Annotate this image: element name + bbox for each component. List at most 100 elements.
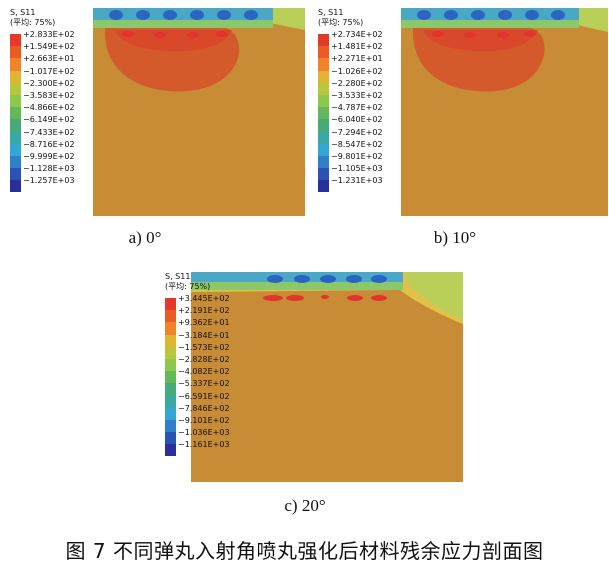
legend-value: −1.105E+03 xyxy=(331,164,383,174)
legend-swatch xyxy=(318,94,329,108)
legend-value: −4.082E+02 xyxy=(178,367,230,377)
legend-row: +2.734E+02 xyxy=(318,30,418,47)
legend-value: −9.801E+02 xyxy=(331,151,383,161)
legend-swatch xyxy=(165,371,176,384)
legend-value: −9.999E+02 xyxy=(23,151,75,161)
legend-value: −4.787E+02 xyxy=(331,103,383,113)
legend-swatch xyxy=(10,131,21,144)
legend-swatch xyxy=(318,46,329,59)
legend-row: −3.533E+02 xyxy=(318,91,418,108)
caption-c: c) 20° xyxy=(284,496,326,515)
legend-row: −1.026E+02 xyxy=(318,67,418,83)
legend-row: −7.433E+02 xyxy=(10,128,110,144)
legend-row: −8.547E+02 xyxy=(318,140,418,156)
panel-b: S, S11 (平均: 75%) +2.734E+02 +1.481E+02 +… xyxy=(318,8,608,216)
legend-swatch xyxy=(10,94,21,108)
legend-row: −1.161E+03 xyxy=(165,440,265,457)
legend-row: −3.583E+02 xyxy=(10,91,110,108)
legend-row: +3.445E+02 xyxy=(165,294,265,311)
legend-value: +2.833E+02 xyxy=(23,30,75,39)
legend-row: −1.017E+02 xyxy=(10,67,110,83)
panel-a: S, S11 (平均: 75%) +2.833E+02 +1.549E+02 +… xyxy=(10,8,305,216)
legend-swatch xyxy=(10,180,21,193)
legend-rows: +2.734E+02 +1.481E+02 +2.271E+01 −1.026E… xyxy=(318,30,418,193)
legend-row: −1.036E+03 xyxy=(165,428,265,445)
legend-row: −3.184E+01 xyxy=(165,331,265,347)
legend-value: −9.101E+02 xyxy=(178,415,230,425)
legend-value: −1.257E+03 xyxy=(23,176,75,186)
legend-value: −1.161E+03 xyxy=(178,440,230,450)
legend-value: −1.128E+03 xyxy=(23,164,75,174)
legend-swatch xyxy=(318,58,329,71)
legend-value: +2.271E+01 xyxy=(331,54,383,64)
legend-swatch xyxy=(10,82,21,95)
legend-value: −7.846E+02 xyxy=(178,403,230,413)
legend-row: +1.549E+02 xyxy=(10,42,110,59)
legend-swatch xyxy=(318,119,329,132)
legend-title: S, S11 xyxy=(165,272,191,281)
legend-value: −8.547E+02 xyxy=(331,139,383,149)
legend-row: −6.591E+02 xyxy=(165,392,265,408)
legend-row: −1.257E+03 xyxy=(10,176,110,193)
legend-row: −9.801E+02 xyxy=(318,152,418,169)
legend-value: −8.716E+02 xyxy=(23,139,75,149)
caption-a: a) 0° xyxy=(128,228,162,247)
legend-swatch xyxy=(318,131,329,144)
legend-value: +2.663E+01 xyxy=(23,54,75,64)
legend-value: −6.591E+02 xyxy=(178,391,230,401)
legend-swatch xyxy=(10,155,21,169)
legend-row: +1.481E+02 xyxy=(318,42,418,59)
legend-swatch xyxy=(165,322,176,335)
legend-swatch xyxy=(165,334,176,347)
legend-value: −4.866E+02 xyxy=(23,103,75,113)
legend-value: −1.026E+02 xyxy=(331,66,383,76)
legend-row: −4.082E+02 xyxy=(165,367,265,384)
legend-swatch xyxy=(165,395,176,408)
legend-row: −9.101E+02 xyxy=(165,416,265,433)
legend-value: +1.549E+02 xyxy=(23,42,75,52)
legend-row: −1.128E+03 xyxy=(10,164,110,181)
legend-swatch xyxy=(165,310,176,323)
stress-contour-a xyxy=(93,8,305,216)
legend-b: S, S11 (平均: 75%) +2.734E+02 +1.481E+02 +… xyxy=(318,8,418,193)
caption-b: b) 10° xyxy=(433,228,477,247)
legend-row: +2.833E+02 xyxy=(10,30,110,47)
legend-value: +9.362E+01 xyxy=(178,318,230,328)
legend-value: +2.191E+02 xyxy=(178,306,230,316)
legend-swatch xyxy=(165,407,176,420)
legend-swatch xyxy=(318,70,329,83)
panel-c: S, S11 (平均: 75%) +3.445E+02 +2.191E+02 +… xyxy=(165,272,465,482)
legend-a: S, S11 (平均: 75%) +2.833E+02 +1.549E+02 +… xyxy=(10,8,110,193)
legend-swatch xyxy=(10,70,21,83)
legend-row: −2.828E+02 xyxy=(165,355,265,372)
legend-value: −6.040E+02 xyxy=(331,115,383,125)
legend-subtitle: (平均: 75%) xyxy=(10,18,56,27)
stress-contour-c xyxy=(191,272,463,482)
legend-swatch xyxy=(318,107,329,120)
legend-value: −1.036E+03 xyxy=(178,428,230,438)
legend-value: −7.294E+02 xyxy=(331,127,383,137)
legend-row: −2.280E+02 xyxy=(318,79,418,95)
legend-row: −8.716E+02 xyxy=(10,140,110,156)
legend-title: S, S11 xyxy=(318,8,344,17)
legend-swatch xyxy=(10,143,21,156)
legend-swatch xyxy=(318,168,329,181)
legend-swatch xyxy=(10,58,21,71)
legend-row: −9.999E+02 xyxy=(10,152,110,169)
legend-swatch xyxy=(165,383,176,396)
legend-value: −6.149E+02 xyxy=(23,115,75,125)
legend-swatch xyxy=(165,346,176,359)
legend-row: +9.362E+01 xyxy=(165,318,265,335)
legend-swatch xyxy=(165,298,176,311)
legend-value: −3.583E+02 xyxy=(23,90,75,100)
legend-value: −2.300E+02 xyxy=(23,78,75,88)
legend-swatch xyxy=(318,34,329,47)
legend-value: +3.445E+02 xyxy=(178,294,230,303)
legend-subtitle: (平均: 75%) xyxy=(318,18,364,27)
legend-subtitle: (平均: 75%) xyxy=(165,282,211,291)
legend-swatch xyxy=(10,107,21,120)
legend-value: −3.184E+01 xyxy=(178,330,230,340)
legend-value: −2.828E+02 xyxy=(178,354,230,364)
legend-swatch xyxy=(165,358,176,372)
legend-row: −4.866E+02 xyxy=(10,103,110,120)
